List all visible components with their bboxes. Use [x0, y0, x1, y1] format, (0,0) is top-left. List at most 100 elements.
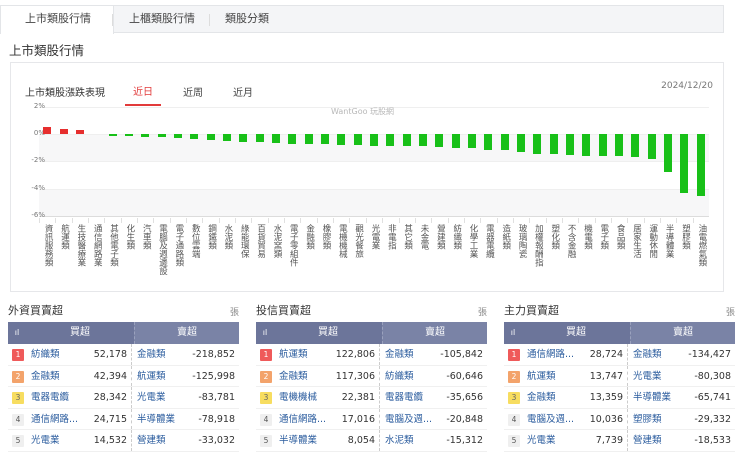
- bar[interactable]: [271, 134, 280, 143]
- x-axis-label: 金融類: [304, 224, 315, 250]
- bar[interactable]: [468, 134, 477, 149]
- bar-chart-icon[interactable]: ıl: [510, 328, 516, 337]
- bar[interactable]: [320, 134, 329, 145]
- buy-sector-link[interactable]: 電機機械: [279, 392, 318, 403]
- bar[interactable]: [206, 134, 215, 141]
- buy-sector-link[interactable]: 光電業: [31, 435, 60, 446]
- bar[interactable]: [190, 134, 199, 139]
- bar[interactable]: [402, 134, 411, 146]
- x-tick: [414, 218, 416, 223]
- buy-value: 117,306: [335, 365, 380, 386]
- buy-sector-link[interactable]: 通信網路...: [31, 413, 79, 425]
- bar[interactable]: [141, 134, 150, 137]
- sell-sector-link[interactable]: 半導體業: [633, 392, 672, 403]
- x-tick: [365, 218, 367, 223]
- bar[interactable]: [370, 134, 378, 146]
- sell-sector-link[interactable]: 光電業: [633, 370, 662, 382]
- bar[interactable]: [664, 134, 673, 173]
- bar[interactable]: [124, 134, 133, 137]
- buy-sector-link[interactable]: 電腦及週...: [527, 413, 575, 425]
- sell-sector-link[interactable]: 電器電纜: [385, 392, 424, 403]
- bar[interactable]: [173, 134, 182, 139]
- bar[interactable]: [239, 134, 248, 142]
- bar[interactable]: [222, 134, 231, 141]
- bar[interactable]: [43, 127, 52, 134]
- bar-chart-icon[interactable]: ıl: [14, 328, 20, 337]
- x-axis-label: 油電燃氣類: [696, 224, 707, 267]
- sell-sector-link[interactable]: 電腦及週...: [385, 413, 433, 425]
- bar[interactable]: [566, 134, 575, 155]
- buy-value: 14,532: [87, 430, 132, 451]
- buy-sector-link[interactable]: 航運類: [527, 370, 556, 382]
- buy-sector-link[interactable]: 半導體業: [279, 435, 318, 446]
- period-tab-month[interactable]: 近月: [233, 88, 253, 99]
- sell-sector-link[interactable]: 營建類: [633, 435, 662, 446]
- bar[interactable]: [647, 134, 656, 159]
- bar-chart-icon[interactable]: ıl: [262, 328, 268, 337]
- sell-sector-link[interactable]: 營建類: [137, 435, 166, 446]
- bar[interactable]: [517, 134, 526, 153]
- bar[interactable]: [500, 134, 509, 151]
- bar[interactable]: [696, 134, 705, 196]
- x-axis-label: 其他電子類: [108, 224, 119, 267]
- tab-sector-classification[interactable]: 類股分類: [225, 12, 269, 25]
- sell-sector-link[interactable]: 紡織類: [385, 370, 414, 382]
- x-axis-label: 機電類: [582, 224, 593, 250]
- sell-sector-link[interactable]: 水泥類: [385, 435, 414, 446]
- buy-sector-link[interactable]: 航運類: [279, 349, 308, 360]
- tab-listed-sectors[interactable]: 上市類股行情: [0, 5, 114, 34]
- sell-sector-link[interactable]: 金融類: [633, 349, 662, 360]
- bar[interactable]: [419, 134, 428, 147]
- sell-sector-link[interactable]: 金融類: [385, 349, 414, 360]
- buy-sector-link[interactable]: 金融類: [279, 370, 308, 382]
- bar[interactable]: [435, 134, 444, 147]
- bar[interactable]: [288, 134, 297, 144]
- x-tick: [594, 218, 596, 223]
- period-tab-week[interactable]: 近周: [183, 88, 203, 99]
- bar[interactable]: [549, 134, 558, 154]
- table-header: ıl 買超 賣超: [8, 322, 239, 344]
- bar[interactable]: [304, 134, 313, 145]
- bar[interactable]: [108, 134, 117, 136]
- bar[interactable]: [353, 134, 362, 145]
- x-axis-label: 加權報酬指: [533, 224, 544, 267]
- sell-value: -29,332: [694, 413, 731, 425]
- sell-column-header: 賣超: [630, 322, 735, 344]
- sell-value: -218,852: [192, 349, 235, 360]
- sell-sector-link[interactable]: 航運類: [137, 370, 166, 382]
- bar[interactable]: [157, 134, 166, 138]
- buy-sector-link[interactable]: 紡織類: [31, 349, 60, 360]
- table-row: 2 金融類 117,306 紡織類 -60,646: [256, 365, 487, 387]
- period-tab-day[interactable]: 近日: [125, 83, 161, 106]
- bar[interactable]: [533, 134, 542, 154]
- buy-sector-link[interactable]: 電器電纜: [31, 392, 70, 403]
- bar[interactable]: [680, 134, 689, 193]
- buy-sector-link[interactable]: 金融類: [31, 370, 60, 382]
- sell-column-header: 賣超: [134, 322, 239, 344]
- bar[interactable]: [631, 134, 640, 158]
- bar[interactable]: [386, 134, 395, 146]
- x-tick: [218, 218, 220, 223]
- sell-sector-link[interactable]: 半導體業: [137, 413, 176, 425]
- bar[interactable]: [582, 134, 591, 156]
- x-axis-label: 觀光餐旅: [353, 224, 364, 258]
- bar[interactable]: [615, 134, 624, 156]
- bar[interactable]: [598, 134, 607, 156]
- bar[interactable]: [59, 129, 68, 134]
- gridline: [39, 216, 709, 218]
- bar[interactable]: [75, 129, 84, 134]
- tab-otc-sectors[interactable]: 上櫃類股行情: [114, 6, 210, 34]
- sell-sector-link[interactable]: 塑膠類: [633, 413, 662, 425]
- sell-sector-link[interactable]: 光電業: [137, 392, 166, 403]
- buy-sector-link[interactable]: 通信網路...: [279, 413, 327, 425]
- x-tick: [55, 218, 57, 223]
- sell-sector-link[interactable]: 金融類: [137, 349, 166, 360]
- buy-sector-link[interactable]: 金融類: [527, 392, 556, 403]
- buy-sector-link[interactable]: 光電業: [527, 435, 556, 446]
- bar[interactable]: [451, 134, 460, 148]
- bar[interactable]: [337, 134, 346, 145]
- bar[interactable]: [255, 134, 264, 143]
- bar[interactable]: [484, 134, 493, 150]
- x-axis-label: 生技醫療業: [75, 224, 86, 267]
- buy-sector-link[interactable]: 通信網路...: [527, 349, 575, 360]
